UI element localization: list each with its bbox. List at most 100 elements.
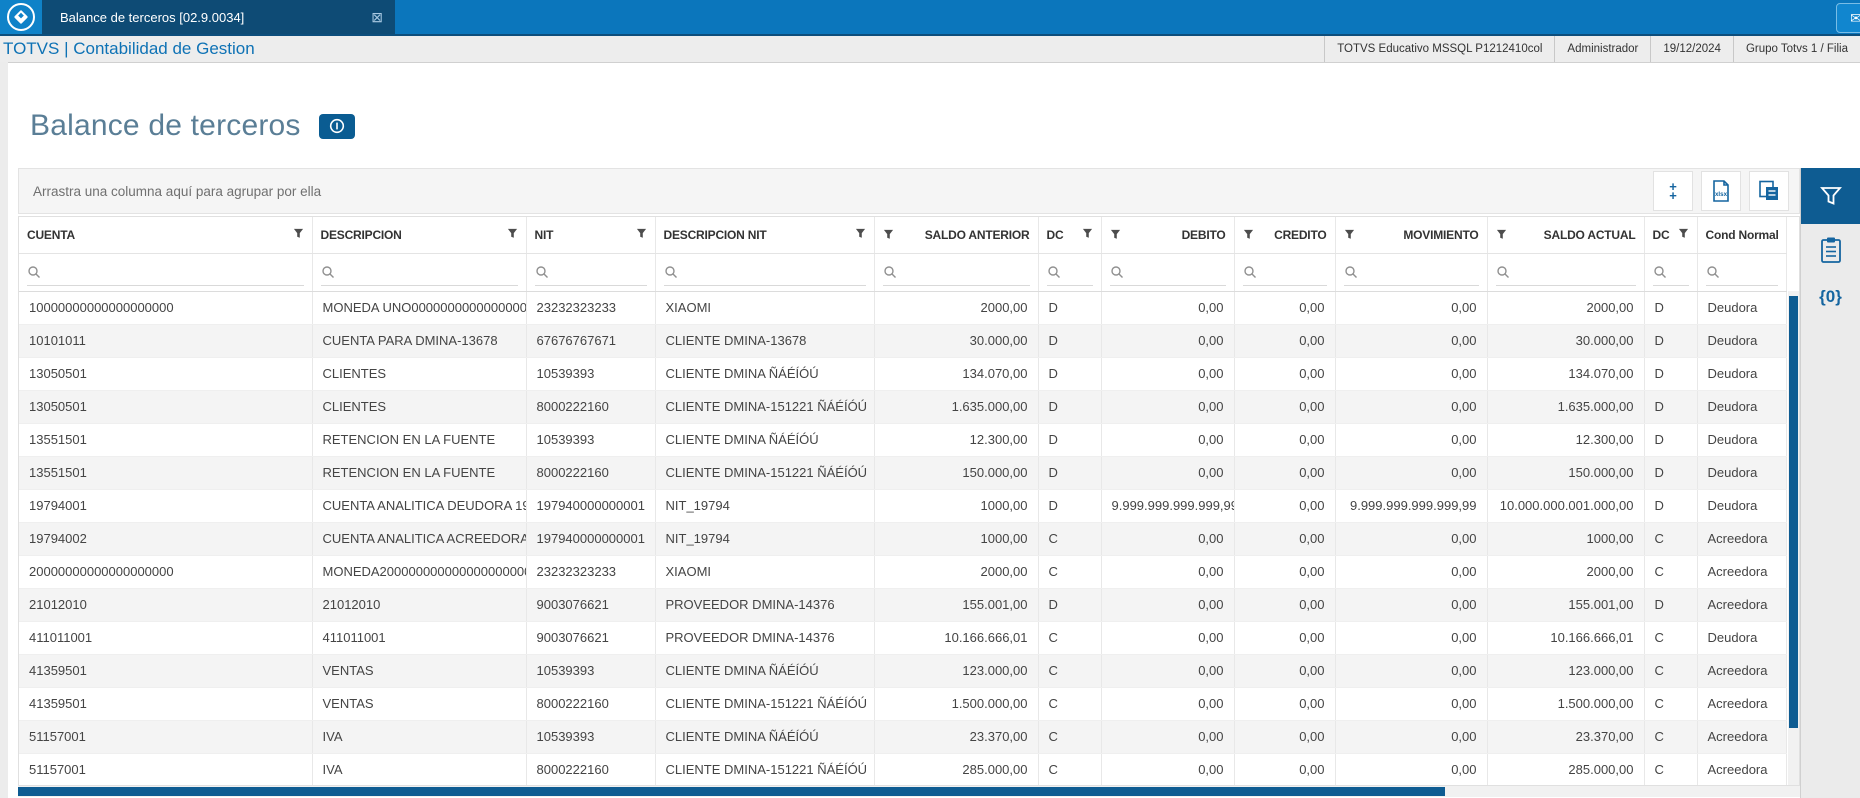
column-search-input[interactable] xyxy=(552,263,647,280)
column-search-cell[interactable] xyxy=(1038,253,1102,292)
table-row[interactable]: 41359501 VENTAS 8000222160 CLIENTE DMINA-15… xyxy=(19,687,1787,721)
column-search-input[interactable] xyxy=(1723,263,1778,280)
vertical-scrollbar-thumb[interactable] xyxy=(1789,296,1798,728)
column-header[interactable]: DEBITO xyxy=(1101,217,1235,254)
column-header[interactable]: MOVIMIENTO xyxy=(1335,217,1488,254)
column-header[interactable]: DESCRIPCION xyxy=(312,217,527,254)
horizontal-scrollbar-thumb[interactable] xyxy=(18,787,1445,796)
column-header[interactable]: SALDO ANTERIOR xyxy=(874,217,1039,254)
column-search-cell[interactable] xyxy=(1335,253,1488,292)
totvs-logo[interactable] xyxy=(0,0,42,34)
cell: 0,00 xyxy=(1335,588,1488,622)
filter-icon[interactable] xyxy=(507,228,518,239)
group-panel[interactable]: Arrastra una columna aquí para agrupar p… xyxy=(18,168,1800,214)
company-branch-label[interactable]: Grupo Totvs 1 / Filia xyxy=(1732,36,1860,62)
column-search-input[interactable] xyxy=(1064,263,1093,280)
cell: Deudora xyxy=(1697,489,1787,523)
column-search-input[interactable] xyxy=(338,263,518,280)
column-header[interactable]: DC xyxy=(1644,217,1698,254)
column-search-cell[interactable] xyxy=(312,253,527,292)
search-icon xyxy=(535,265,548,278)
cell: 155.001,00 xyxy=(874,588,1039,622)
filter-icon[interactable] xyxy=(1110,229,1121,240)
column-search-input[interactable] xyxy=(1513,263,1636,280)
column-search-cell[interactable] xyxy=(526,253,656,292)
column-search-input[interactable] xyxy=(1127,263,1226,280)
table-row[interactable]: 51157001 IVA 10539393 CLIENTE DMINA ÑÁÉÍÓÚ 2… xyxy=(19,720,1787,754)
column-search-cell[interactable] xyxy=(1697,253,1787,292)
horizontal-scrollbar[interactable] xyxy=(18,786,1800,797)
column-header[interactable]: Cond Normal xyxy=(1697,217,1787,254)
column-header[interactable]: DC xyxy=(1038,217,1102,254)
table-row[interactable]: 21012010 21012010 9003076621 PROVEEDOR DMIN… xyxy=(19,588,1787,622)
table-row[interactable]: 10000000000000000000 MONEDA UNO0000000000… xyxy=(19,291,1787,325)
filter-icon[interactable] xyxy=(1344,229,1355,240)
messages-button[interactable]: ✉ xyxy=(1836,3,1860,33)
cell: 0,00 xyxy=(1234,291,1336,325)
report-panel-button[interactable] xyxy=(1818,236,1844,269)
column-search-input[interactable] xyxy=(1260,263,1327,280)
cell: 2000,00 xyxy=(1487,291,1645,325)
column-header[interactable]: NIT xyxy=(526,217,656,254)
column-search-input[interactable] xyxy=(45,263,304,280)
filter-icon[interactable] xyxy=(1082,228,1093,239)
cell: CLIENTE DMINA ÑÁÉÍÓÚ xyxy=(655,720,875,754)
filter-icon[interactable] xyxy=(293,228,304,239)
column-search-cell[interactable] xyxy=(1487,253,1645,292)
table-row[interactable]: 10101011 CUENTA PARA DMINA-13678 676767676… xyxy=(19,324,1787,358)
environment-label[interactable]: TOTVS Educativo MSSQL P1212410col xyxy=(1324,36,1554,62)
filter-icon[interactable] xyxy=(1243,229,1254,240)
column-header[interactable]: CUENTA xyxy=(19,217,313,254)
column-search-input[interactable] xyxy=(900,263,1030,280)
cell: C xyxy=(1644,720,1698,754)
column-search-input[interactable] xyxy=(681,263,866,280)
cell: 0,00 xyxy=(1101,390,1235,424)
copy-button[interactable] xyxy=(1749,171,1789,211)
table-row[interactable]: 13551501 RETENCION EN LA FUENTE 10539393 CL… xyxy=(19,423,1787,457)
vertical-scrollbar[interactable] xyxy=(1788,291,1799,785)
column-header[interactable]: SALDO ACTUAL xyxy=(1487,217,1645,254)
user-label[interactable]: Administrador xyxy=(1554,36,1650,62)
column-search-input[interactable] xyxy=(1361,263,1479,280)
column-search-cell[interactable] xyxy=(874,253,1039,292)
table-row[interactable]: 13050501 CLIENTES 8000222160 CLIENTE DMINA-… xyxy=(19,390,1787,424)
table-row[interactable]: 41359501 VENTAS 10539393 CLIENTE DMINA ÑÁÉÍ… xyxy=(19,654,1787,688)
column-search-cell[interactable] xyxy=(1101,253,1235,292)
column-header-label: CUENTA xyxy=(27,227,75,242)
tab-balance-de-terceros[interactable]: Balance de terceros [02.9.0034] ⊠ xyxy=(42,0,395,34)
date-label[interactable]: 19/12/2024 xyxy=(1650,36,1733,62)
cell: 0,00 xyxy=(1335,687,1488,721)
column-search-cell[interactable] xyxy=(655,253,875,292)
table-row[interactable]: 411011001 411011001 9003076621 PROVEEDOR DM… xyxy=(19,621,1787,655)
column-header[interactable]: CREDITO xyxy=(1234,217,1336,254)
column-header[interactable]: DESCRIPCION NIT xyxy=(655,217,875,254)
filter-icon[interactable] xyxy=(1496,229,1507,240)
cell: 0,00 xyxy=(1101,621,1235,655)
cell: 0,00 xyxy=(1335,555,1488,589)
filter-icon[interactable] xyxy=(636,228,647,239)
search-icon xyxy=(1243,265,1256,278)
filter-icon[interactable] xyxy=(855,228,866,239)
table-row[interactable]: 51157001 IVA 8000222160 CLIENTE DMINA-15122… xyxy=(19,753,1787,785)
column-search-cell[interactable] xyxy=(1234,253,1336,292)
tab-close-icon[interactable]: ⊠ xyxy=(371,8,383,25)
filter-panel-button[interactable] xyxy=(1800,168,1860,224)
table-row[interactable]: 20000000000000000000 MONEDA20000000000000… xyxy=(19,555,1787,589)
cell: 0,00 xyxy=(1335,324,1488,358)
info-button[interactable] xyxy=(318,113,355,139)
filter-icon[interactable] xyxy=(1678,228,1689,239)
export-xlsx-button[interactable]: xlsx xyxy=(1701,171,1741,211)
filter-icon[interactable] xyxy=(883,229,894,240)
table-row[interactable]: 13050501 CLIENTES 10539393 CLIENTE DMINA ÑÁ… xyxy=(19,357,1787,391)
column-chooser-button[interactable]: + + xyxy=(1653,171,1693,211)
column-search-input[interactable] xyxy=(1670,263,1689,280)
column-search-cell[interactable] xyxy=(1644,253,1698,292)
table-row[interactable]: 13551501 RETENCION EN LA FUENTE 8000222160… xyxy=(19,456,1787,490)
column-search-cell[interactable] xyxy=(19,253,313,292)
cell: 13551501 xyxy=(19,456,313,490)
parameters-panel-button[interactable]: {0} xyxy=(1819,287,1842,306)
cell: C xyxy=(1038,522,1102,556)
cell: 67676767671 xyxy=(526,324,656,358)
table-row[interactable]: 19794002 CUENTA ANALITICA ACREEDORA 19794… xyxy=(19,522,1787,556)
